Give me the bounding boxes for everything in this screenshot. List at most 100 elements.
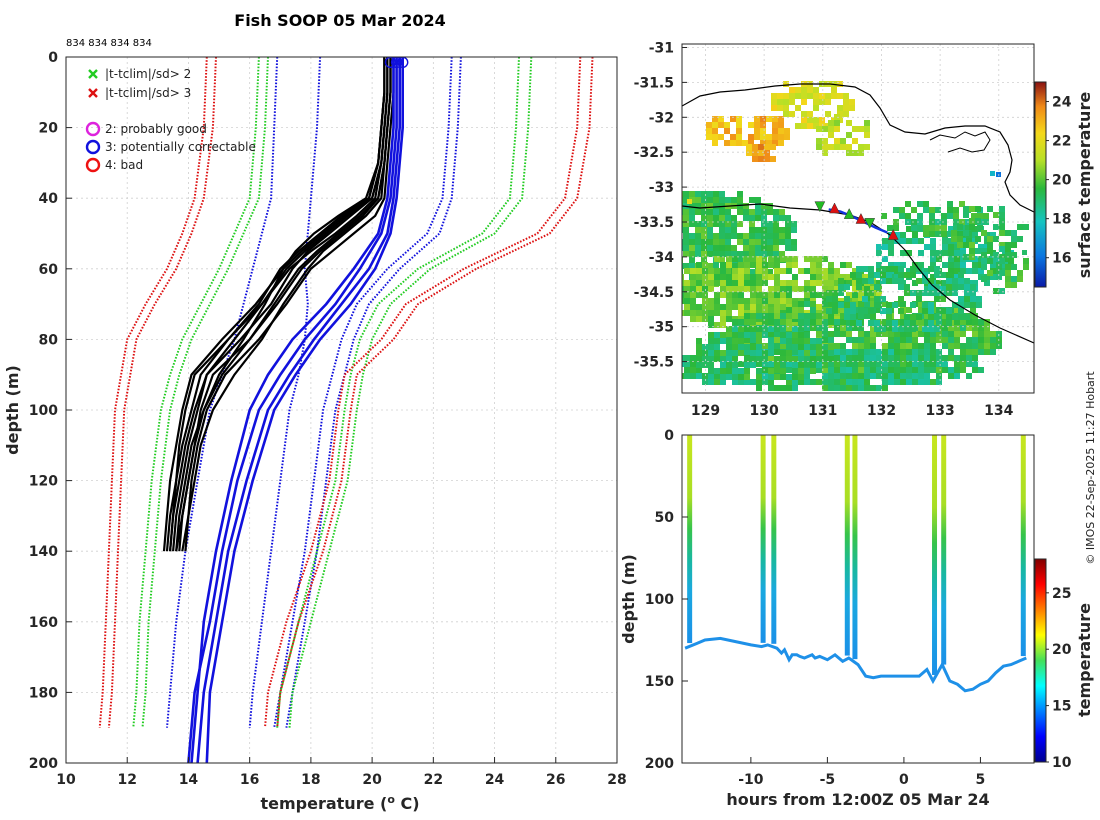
sst-pixel [659,239,665,245]
sst-pixel [828,356,834,362]
sst-pixel [784,128,790,134]
sst-pixel [981,230,987,236]
sst-pixel [816,262,822,268]
sst-pixel [725,215,731,221]
sst-pixel [810,292,816,298]
sst-pixel [828,126,834,132]
sst-pixel [720,310,726,316]
sst-pixel [876,331,882,337]
sst-pixel [708,332,714,338]
sst-pixel [958,314,964,320]
sst-pixel [876,349,882,355]
sst-pixel [743,233,749,239]
sst-pixel [683,263,689,269]
sst-pixel [954,250,960,256]
sst-pixel [810,268,816,274]
sst-pixel [755,209,761,215]
sst-pixel [804,292,810,298]
sst-pixel [777,99,783,105]
sst-pixel [822,385,828,391]
sst-pixel [789,93,795,99]
sst-pixel [780,286,786,292]
sst-pixel [940,272,946,278]
sst-pixel [856,320,862,326]
sst-pixel [774,343,780,349]
x-tick-label: 10 [56,772,76,788]
sst-pixel [798,356,804,362]
track-marker [829,202,840,214]
sst-pixel [786,256,792,262]
sst-pixel [970,284,976,290]
sst-pixel [888,367,894,373]
sst-pixel [972,343,978,349]
sst-pixel [708,322,714,328]
sst-pixel [960,367,966,373]
sst-pixel [850,320,856,326]
section-y-tick-label: 150 [645,674,674,690]
sst-pixel [912,367,918,373]
sst-pixel [868,320,874,326]
sst-pixel [922,272,928,278]
sst-pixel [822,349,828,355]
sst-pixel [690,292,696,298]
climatology-mean+3sd-left [264,57,582,728]
sst-pixel [999,258,1005,264]
sst-pixel [928,302,934,308]
sst-pixel [880,266,886,272]
sst-pixel [888,250,894,256]
sst-pixel [813,105,819,111]
sst-pixel [846,262,852,268]
sst-pixel [936,355,942,361]
sst-pixel [706,134,712,140]
sst-pixel [840,355,846,361]
sst-pixel [832,308,838,314]
sst-pixel [792,385,798,391]
sst-pixel [756,350,762,356]
sst-pixel [810,280,816,286]
sst-pixel [1005,248,1011,254]
sst-pixel [714,268,720,274]
sst-pixel [671,239,677,245]
sst-pixel [954,337,960,343]
sst-pixel [840,313,846,319]
sst-pixel [912,361,918,367]
sst-pixel [942,286,948,292]
sst-pixel [635,269,641,275]
sst-pixel [804,256,810,262]
sst-pixel [810,307,816,313]
sst-pixel [959,231,965,237]
sst-pixel [822,286,828,292]
sst-pixel [981,248,987,254]
sst-pixel [816,268,822,274]
sst-pixel [629,239,635,245]
sst-pixel [984,280,990,286]
sst-pixel [993,236,999,242]
sst-pixel [714,332,720,338]
sst-pixel [894,331,900,337]
sst-pixel [840,373,846,379]
sst-pixel [834,120,840,126]
sst-pixel [816,325,822,331]
sst-pixel [737,221,743,227]
sst-pixel [786,319,792,325]
sst-pixel [689,257,695,263]
sst-pixel [900,232,906,238]
sst-pixel [702,362,708,368]
sst-pixel [744,304,750,310]
sst-pixel [786,313,792,319]
sst-pixel [683,233,689,239]
sst-pixel [682,280,684,286]
sst-pixel [702,280,708,286]
sst-pixel [774,304,780,310]
sst-pixel [874,272,880,278]
sst-pixel [762,262,768,268]
sst-pixel [996,274,1002,280]
sst-pixel [707,191,713,197]
sst-pixel [972,232,978,238]
sst-pixel [990,262,996,268]
sst-pixel [773,233,779,239]
sst-pixel [810,362,816,368]
sst-pixel [834,373,840,379]
sst-pixel [750,332,756,338]
sst-pixel [822,280,828,286]
